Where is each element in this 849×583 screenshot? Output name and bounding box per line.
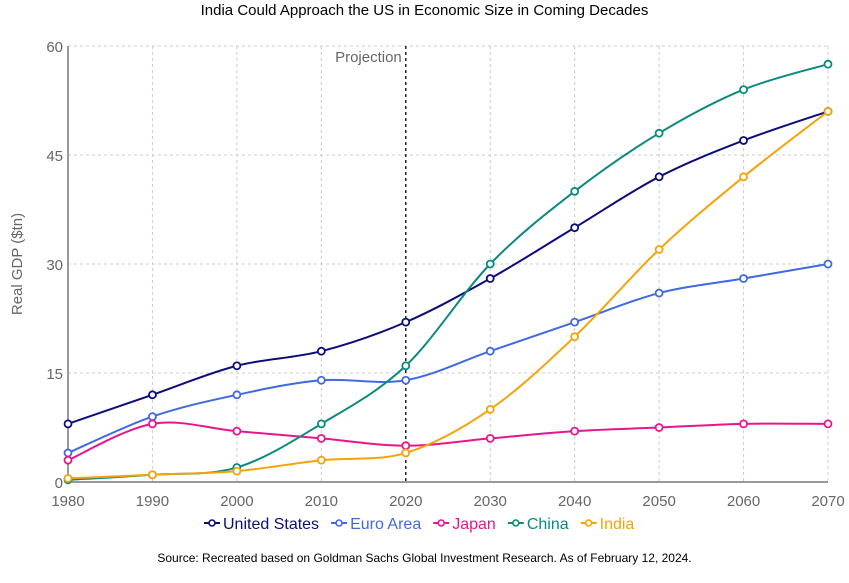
legend-entry: Euro Area (350, 516, 421, 533)
data-point (401, 441, 411, 451)
data-point (739, 172, 748, 182)
x-tick-label: 1990 (136, 493, 169, 510)
y-tick-label: 15 (46, 366, 63, 383)
legend-marker (437, 519, 446, 527)
data-point (401, 375, 411, 385)
data-point (654, 423, 664, 432)
x-tick-label: 2030 (474, 493, 507, 510)
data-point (316, 346, 326, 356)
data-point (316, 419, 326, 429)
legend-entry: China (527, 516, 569, 533)
data-point (401, 361, 411, 371)
data-point (485, 274, 495, 283)
series-line-china (67, 63, 829, 481)
y-tick-label: 60 (46, 39, 63, 56)
x-tick-label: 2010 (305, 493, 338, 510)
data-point (316, 433, 326, 443)
x-tick-label: 2060 (727, 493, 760, 510)
data-point (570, 317, 580, 327)
data-point (823, 419, 833, 429)
series-line-india (67, 110, 829, 480)
x-tick-label: 1980 (51, 493, 84, 510)
series-line-euro-area (67, 263, 829, 454)
legend-marker (208, 519, 216, 527)
data-point (232, 426, 242, 436)
data-point (654, 172, 664, 182)
legend-entry: Japan (452, 516, 496, 533)
data-point (654, 128, 664, 138)
series-line-japan (67, 421, 829, 462)
data-point (654, 245, 664, 254)
data-point (316, 455, 326, 465)
data-point (654, 288, 664, 298)
x-tick-label: 2040 (558, 493, 591, 510)
data-point (63, 448, 73, 458)
data-point (739, 85, 748, 94)
data-point (739, 419, 748, 429)
x-tick-label: 2000 (220, 493, 253, 510)
data-point (823, 107, 833, 116)
data-point (570, 426, 580, 436)
data-point (823, 59, 833, 69)
projection-label: Projection (335, 49, 402, 66)
data-point (148, 412, 157, 422)
data-point (570, 223, 580, 233)
data-point (401, 448, 411, 458)
data-point (148, 390, 157, 400)
legend-marker (584, 519, 593, 527)
data-point (570, 332, 580, 342)
data-point (232, 390, 242, 400)
data-point (570, 186, 580, 196)
data-point (739, 136, 748, 145)
y-axis-label: Real GDP ($tn) (9, 213, 26, 315)
data-point (232, 466, 242, 476)
y-tick-label: 0 (55, 475, 63, 492)
data-point (148, 419, 157, 429)
x-tick-label: 2020 (389, 493, 422, 510)
source-note: Source: Recreated based on Goldman Sachs… (157, 551, 692, 565)
plot-area: 0 15 30 45 60 1980 1990 2000 2010 2020 2030 2040 205… (9, 39, 845, 533)
legend-marker (335, 519, 343, 527)
data-point (485, 433, 495, 443)
data-point (485, 346, 495, 356)
legend-marker (512, 519, 520, 527)
legend-entry: United States (223, 516, 319, 533)
data-point (63, 419, 73, 429)
data-point (485, 259, 495, 269)
data-point (63, 473, 73, 483)
data-point (739, 274, 748, 283)
data-point (63, 455, 73, 465)
y-tick-label: 45 (46, 148, 63, 165)
data-point (232, 361, 242, 371)
data-point (485, 404, 495, 414)
data-point (316, 375, 326, 385)
legend-entry: India (600, 516, 635, 533)
data-point (401, 317, 411, 327)
chart-title: India Could Approach the US in Economic … (200, 2, 649, 19)
series-line-united-states (67, 110, 829, 425)
data-point (823, 259, 833, 269)
y-tick-label: 30 (46, 257, 63, 274)
x-tick-label: 2050 (642, 493, 675, 510)
x-tick-label: 2070 (811, 493, 844, 510)
data-point (148, 470, 157, 480)
